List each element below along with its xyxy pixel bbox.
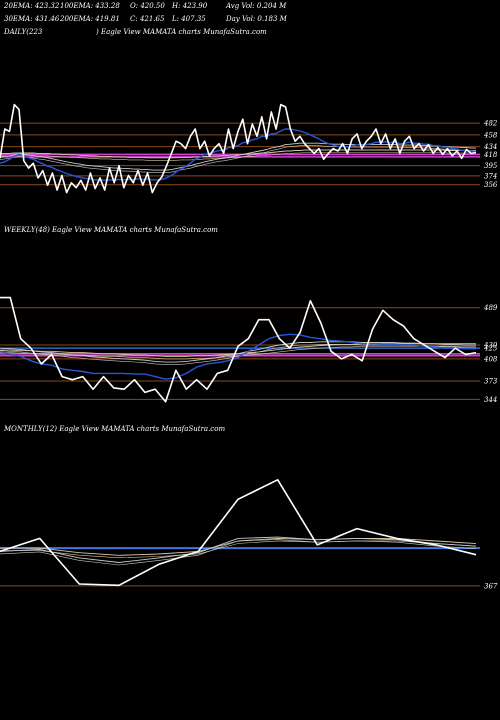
series-ema-slow-shadow: [0, 539, 477, 566]
level-label: 489: [483, 304, 498, 312]
header-30ema: 30EMA: 431.46: [4, 15, 60, 23]
header-100ema: 100EMA: 433.28: [60, 2, 120, 10]
level-label: 344: [484, 396, 497, 404]
daily-title-left: DAILY(223: [3, 28, 43, 36]
weekly-title: WEEKLY(48) Eagle View MAMATA charts Muna…: [4, 226, 218, 234]
header-high: H: 423.90: [171, 2, 208, 10]
series-ema-long: [0, 149, 476, 159]
monthly-panel: 367: [0, 478, 498, 590]
header-20ema: 20EMA: 423.32: [3, 2, 60, 10]
series-ema-slow: [0, 341, 476, 363]
daily-title-right: ) Eagle View MAMATA charts MunafaSutra.c…: [95, 28, 267, 36]
header-day-vol: Day Vol: 0.183 M: [225, 15, 288, 23]
header-low: L: 407.35: [171, 15, 206, 23]
header-avg-vol: Avg Vol: 0.204 M: [225, 2, 287, 10]
level-label: 434: [483, 143, 497, 151]
monthly-title: MONTHLY(12) Eagle View MAMATA charts Mun…: [3, 425, 225, 433]
level-label: 482: [483, 120, 498, 128]
level-label: 367: [484, 582, 498, 590]
level-label: 408: [483, 355, 498, 363]
series-ema-fast: [0, 333, 476, 380]
series-ema-long-shadow: [0, 152, 476, 161]
header-close: C: 421.65: [130, 15, 165, 23]
series-price: [0, 478, 477, 587]
series-price: [0, 296, 477, 403]
level-label: 425: [483, 345, 498, 353]
level-label: 374: [484, 172, 497, 180]
level-label: 458: [483, 131, 498, 139]
header-row-2: 30EMA: 431.46 200EMA: 419.81 C: 421.65 L…: [4, 15, 288, 23]
header-row-1: 20EMA: 423.32 100EMA: 433.28 O: 420.50 H…: [3, 2, 287, 10]
header-open: O: 420.50: [130, 2, 165, 10]
series-ema-slow: [0, 536, 477, 563]
level-label: 356: [484, 181, 498, 189]
level-label: 373: [484, 378, 498, 386]
series-ema-slow-shadow: [0, 145, 476, 173]
header-200ema: 200EMA: 419.81: [59, 15, 120, 23]
series-ema-long-shadow: [0, 540, 477, 559]
level-label: 430: [483, 342, 498, 350]
series-price: [0, 103, 477, 194]
level-label: 395: [484, 162, 498, 170]
level-label: 418: [483, 151, 498, 159]
